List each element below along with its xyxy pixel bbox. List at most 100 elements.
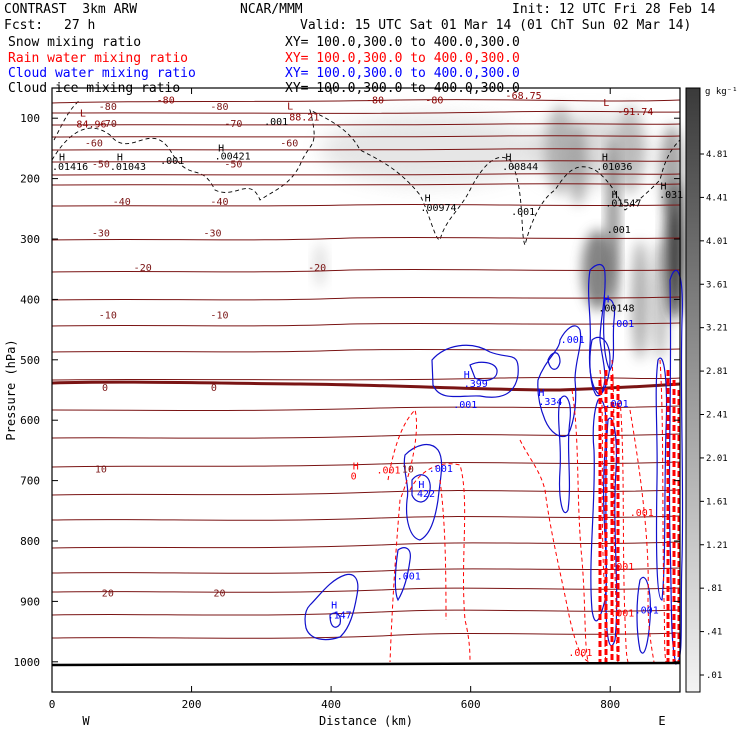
isotherm-label: 10 [402,465,414,476]
isotherm-label: -20 [308,263,326,274]
colorbar-tick-label: .41 [706,628,722,638]
contour-label: .001 [630,508,654,519]
y-tick-label: 300 [20,233,40,246]
contour-label: .001 [607,225,631,236]
y-tick-label: 900 [20,595,40,608]
contour-label: L [603,98,609,109]
contour-label: 0 [351,471,357,482]
contour-label: H [464,370,470,381]
isotherm-label: -60 [280,138,298,149]
y-axis-title: Pressure (hPa) [4,339,18,440]
colorbar-tick-label: .01 [706,671,722,681]
y-tick-label: 100 [20,112,40,125]
isotherm-label: -30 [203,228,221,239]
y-tick-label: 500 [20,354,40,367]
plot-frame [51,87,681,693]
freezing-level-line [51,380,681,392]
contour-label: H [418,480,424,491]
colorbar-tick-label: 1.21 [706,541,728,551]
contour-label: .01043 [110,162,146,173]
org-label: NCAR/MMM [240,2,303,17]
contour-label: H [218,143,224,154]
colorbar-tick-label: 1.61 [706,497,728,507]
contour-label: .001 [429,464,453,475]
contour-label: H [506,152,512,163]
contour-label: .01547 [605,198,641,209]
contour-label: .399 [464,379,488,390]
isotherm-label: -80 [210,102,228,113]
x-tick-label: 800 [600,698,620,711]
rain-heavy-columns [598,370,681,662]
contour-label: .001 [605,399,629,410]
contour-label: -80 [425,96,443,107]
colorbar-tick-label: .81 [706,584,722,594]
field-name-cloud-water: Cloud water mixing ratio [8,66,196,81]
contour-label: .031 [659,190,683,201]
west-label: W [82,714,90,728]
fcst-label: Fcst: [4,18,44,33]
contour-label: H [603,294,609,305]
colorbar-tick-label: 4.81 [706,150,728,160]
contour-label: .001 [264,117,288,128]
contour-label: .00148 [598,303,634,314]
y-tick-label: 700 [20,475,40,488]
field-name-snow: Snow mixing ratio [8,35,142,50]
x-axis-title: Distance (km) [319,714,413,728]
colorbar-tick-label: 3.21 [706,324,728,334]
ground-line [51,661,681,667]
contour-label: -68.75 [506,91,542,102]
colorbar-tick-label: 4.41 [706,193,728,203]
model-title: CONTRAST 3km ARW [4,2,138,17]
contour-label: .001 [376,465,400,476]
isotherm-label: 0 [211,383,217,394]
colorbar [685,87,701,693]
colorbar-unit: g kg⁻¹ [705,87,738,97]
contour-label: -80 [366,96,384,107]
colorbar-ticks: 4.81 4.41 4.01 3.61 3.21 2.81 2.41 2.01 1.61 1.21… [700,150,728,681]
contour-label: .01036 [596,162,632,173]
isotherm-label: 0 [102,383,108,394]
field-xy-snow: XY= 100.0,300.0 to 400.0,300.0 [285,35,520,50]
contour-label: .001 [397,572,421,583]
valid-time: Valid: 15 UTC Sat 01 Mar 14 (01 ChT Sun … [300,18,692,33]
isotherm-label: 10 [95,465,107,476]
isotherm-label: -30 [92,228,110,239]
x-axis-ticks: 0 200 400 600 800 [49,88,620,711]
contour-label: -91.74 [617,107,653,118]
y-tick-label: 1000 [14,656,41,669]
contour-label: H [538,388,544,399]
contour-label: .00421 [215,151,251,162]
contour-label: H [660,181,666,192]
contour-label: -80 [157,96,175,107]
x-tick-label: 400 [321,698,341,711]
colorbar-tick-label: 2.41 [706,411,728,421]
field-xy-cloud-water: XY= 100.0,300.0 to 400.0,300.0 [285,66,520,81]
contour-label: L [287,102,293,113]
isotherm-label: -70 [224,119,242,130]
contour-label: .147 [328,610,352,621]
fcst-value: 27 h [64,18,96,33]
contour-label: .334 [538,397,562,408]
field-name-rain: Rain water mixing ratio [8,51,189,66]
isotherm-label: -60 [85,138,103,149]
isotherm-label: -40 [113,197,131,208]
contour-label: 84.96 [76,119,106,130]
x-tick-label: 0 [49,698,56,711]
contour-label: H [331,601,337,612]
x-tick-label: 200 [182,698,202,711]
isotherm-label: -50 [92,160,110,171]
contour-label: .001 [453,400,477,411]
field-xy-rain: XY= 100.0,300.0 to 400.0,300.0 [285,51,520,66]
cloud-water-contours [304,264,684,665]
isotherm-labels: -80 -80 -70 -70 -60 -60 -50 -50 -40 -40 -30 -30 -20 -… [85,102,414,599]
contour-label: .001 [610,562,634,573]
rain-water-contours [387,359,667,663]
y-tick-label: 800 [20,535,40,548]
contour-label: 422 [417,489,435,500]
colorbar-tick-label: 2.81 [706,367,728,377]
isotherm-label: -10 [210,311,228,322]
contour-label: .00844 [502,162,538,173]
